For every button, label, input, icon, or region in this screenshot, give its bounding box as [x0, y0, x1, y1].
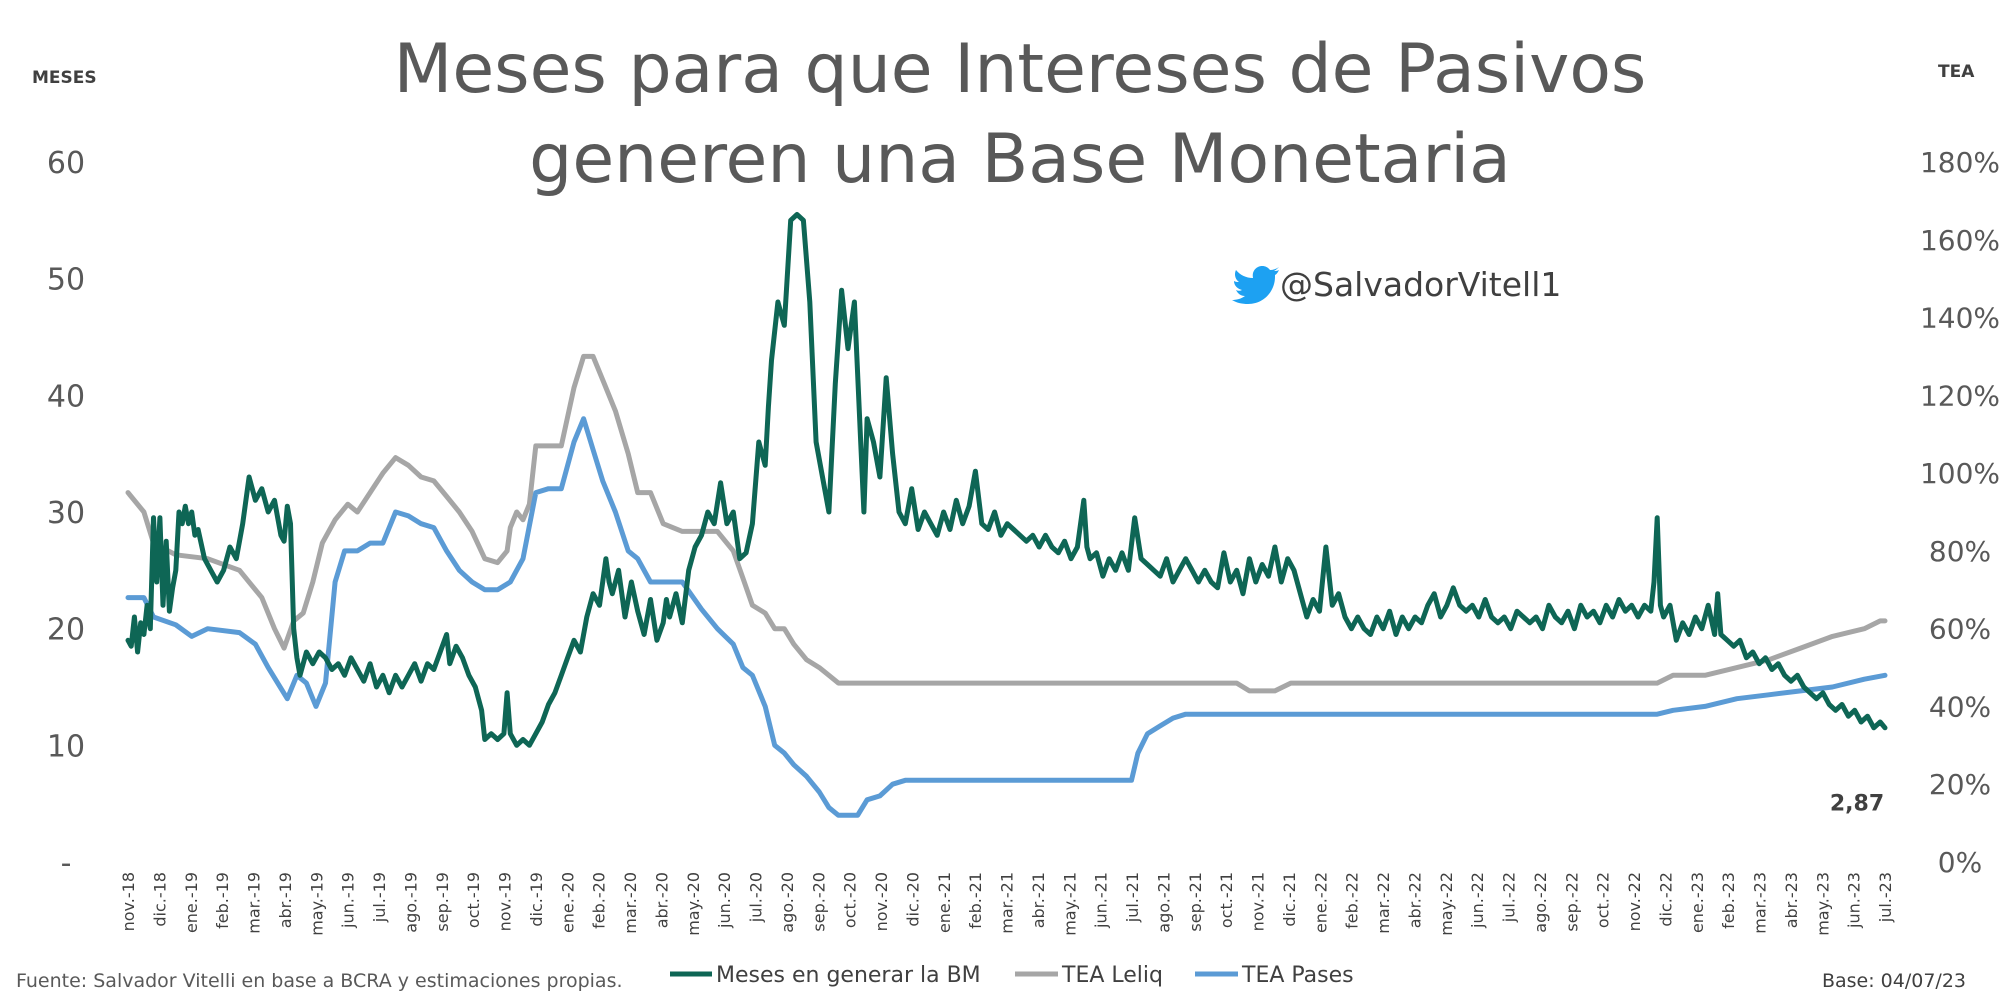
right-y-tick-label: 160% [1920, 224, 2000, 257]
series-line-bm [125, 212, 1888, 748]
left-y-tick-label: - [61, 846, 72, 881]
x-tick-label: feb.-21 [966, 872, 985, 929]
x-tick-label: dic.-22 [1656, 872, 1675, 927]
x-tick-label: feb.-19 [213, 872, 232, 929]
series-line-pases [125, 416, 1888, 818]
x-tick-label: dic.-19 [527, 872, 546, 927]
x-tick-label: oct.-20 [841, 872, 860, 928]
x-tick-label: ene.-20 [558, 872, 577, 933]
x-tick-label: mar.-22 [1374, 872, 1393, 934]
x-tick-label: nov.-21 [1249, 872, 1268, 931]
x-tick-label: ago.-22 [1531, 872, 1550, 933]
x-tick-label: may.-19 [307, 872, 326, 936]
x-tick-label: ago.-21 [1154, 872, 1173, 933]
right-y-tick-label: 140% [1920, 302, 2000, 335]
x-tick-label: dic.-21 [1280, 872, 1299, 927]
x-tick-label: jun.-21 [1092, 872, 1111, 929]
x-tick-label: ene.-22 [1311, 872, 1330, 933]
right-axis-label: TEA [1938, 62, 1975, 82]
right-y-tick-label: 80% [1929, 535, 1991, 568]
left-y-ticks: - 10 20 30 40 50 60 [47, 146, 85, 881]
twitter-bird-icon [1232, 266, 1279, 304]
x-tick-label: mar.-19 [245, 872, 264, 934]
x-tick-label: ene.-19 [182, 872, 201, 933]
right-y-tick-label: 20% [1929, 768, 1991, 801]
x-tick-label: nov.-20 [872, 872, 891, 931]
x-tick-label: jun.-23 [1845, 872, 1864, 929]
x-tick-label: dic.-20 [903, 872, 922, 927]
x-tick-label: may.-22 [1437, 872, 1456, 936]
legend-label-leliq: TEA Leliq [1061, 963, 1163, 988]
twitter-watermark: @SalvadorVitell1 [1232, 265, 1561, 304]
x-tick-label: may.-21 [1060, 872, 1079, 936]
legend: Meses en generar la BM TEA Leliq TEA Pas… [670, 963, 1354, 988]
series-line-leliq [125, 353, 1888, 694]
x-tick-label: oct.-19 [464, 872, 483, 928]
legend-label-pases: TEA Pases [1241, 963, 1354, 988]
source-note: Fuente: Salvador Vitelli en base a BCRA … [16, 970, 623, 992]
right-y-tick-label: 180% [1920, 146, 2000, 179]
x-tick-label: jun.-20 [715, 872, 734, 929]
x-tick-label: feb.-23 [1719, 872, 1738, 929]
x-tick-label: abr.-19 [276, 872, 295, 928]
x-tick-label: jul.-21 [1123, 872, 1142, 923]
x-tick-label: nov.-18 [119, 872, 138, 931]
right-y-tick-label: 60% [1929, 613, 1991, 646]
left-y-tick-label: 50 [47, 263, 85, 298]
x-tick-label: jul.-22 [1500, 872, 1519, 923]
x-tick-label: may.-20 [684, 872, 703, 936]
x-tick-label: oct.-22 [1594, 872, 1613, 928]
chart-title-line-2: generen una Base Monetaria [529, 120, 1511, 199]
x-tick-label: jul.-23 [1876, 872, 1895, 923]
x-tick-label: feb.-22 [1343, 872, 1362, 929]
legend-label-bm: Meses en generar la BM [716, 963, 981, 988]
x-tick-label: mar.-21 [998, 872, 1017, 934]
x-tick-label: jun.-19 [339, 872, 358, 929]
x-tick-label: abr.-20 [652, 872, 671, 928]
x-tick-label: abr.-21 [1029, 872, 1048, 928]
x-tick-label: oct.-21 [1217, 872, 1236, 928]
left-y-tick-label: 60 [47, 146, 85, 181]
x-tick-label: may.-23 [1813, 872, 1832, 936]
twitter-handle: @SalvadorVitell1 [1280, 265, 1561, 304]
x-tick-label: nov.-19 [496, 872, 515, 931]
x-tick-label: jun.-22 [1468, 872, 1487, 929]
last-value-label: 2,87 [1830, 792, 1884, 817]
series-layer [125, 212, 1888, 818]
x-tick-label: jul.-20 [747, 872, 766, 923]
x-tick-label: sep.-22 [1562, 872, 1581, 932]
x-tick-label: abr.-23 [1782, 872, 1801, 928]
left-y-tick-label: 40 [47, 379, 85, 414]
chart-title-line-1: Meses para que Intereses de Pasivos [394, 30, 1647, 109]
right-y-tick-label: 0% [1938, 846, 1982, 879]
x-tick-label: mar.-23 [1751, 872, 1770, 934]
base-note: Base: 04/07/23 [1822, 970, 1966, 992]
x-tick-label: abr.-22 [1405, 872, 1424, 928]
x-tick-label: jul.-19 [370, 872, 389, 923]
x-tick-label: ago.-20 [778, 872, 797, 933]
left-y-tick-label: 30 [47, 496, 85, 531]
x-tick-label: sep.-20 [809, 872, 828, 932]
right-y-ticks: 0% 20% 40% 60% 80% 100% 120% 140% 160% 180% [1920, 146, 2000, 879]
x-tick-label: nov.-22 [1625, 872, 1644, 931]
x-axis-ticks: nov.-18 dic.-18 ene.-19 feb.-19 mar.-19 abr.-… [119, 872, 1895, 936]
x-tick-label: sep.-21 [1186, 872, 1205, 932]
right-y-tick-label: 120% [1920, 379, 2000, 412]
x-tick-label: mar.-20 [621, 872, 640, 934]
x-tick-label: ene.-23 [1688, 872, 1707, 933]
x-tick-label: feb.-20 [590, 872, 609, 929]
left-axis-label: MESES [32, 68, 97, 88]
x-tick-label: ago.-19 [401, 872, 420, 933]
right-y-tick-label: 100% [1920, 457, 2000, 490]
x-tick-label: dic.-18 [150, 872, 169, 927]
x-tick-label: ene.-21 [935, 872, 954, 933]
left-y-tick-label: 10 [47, 729, 85, 764]
left-y-tick-label: 20 [47, 613, 85, 648]
x-tick-label: sep.-19 [433, 872, 452, 932]
right-y-tick-label: 40% [1929, 690, 1991, 723]
